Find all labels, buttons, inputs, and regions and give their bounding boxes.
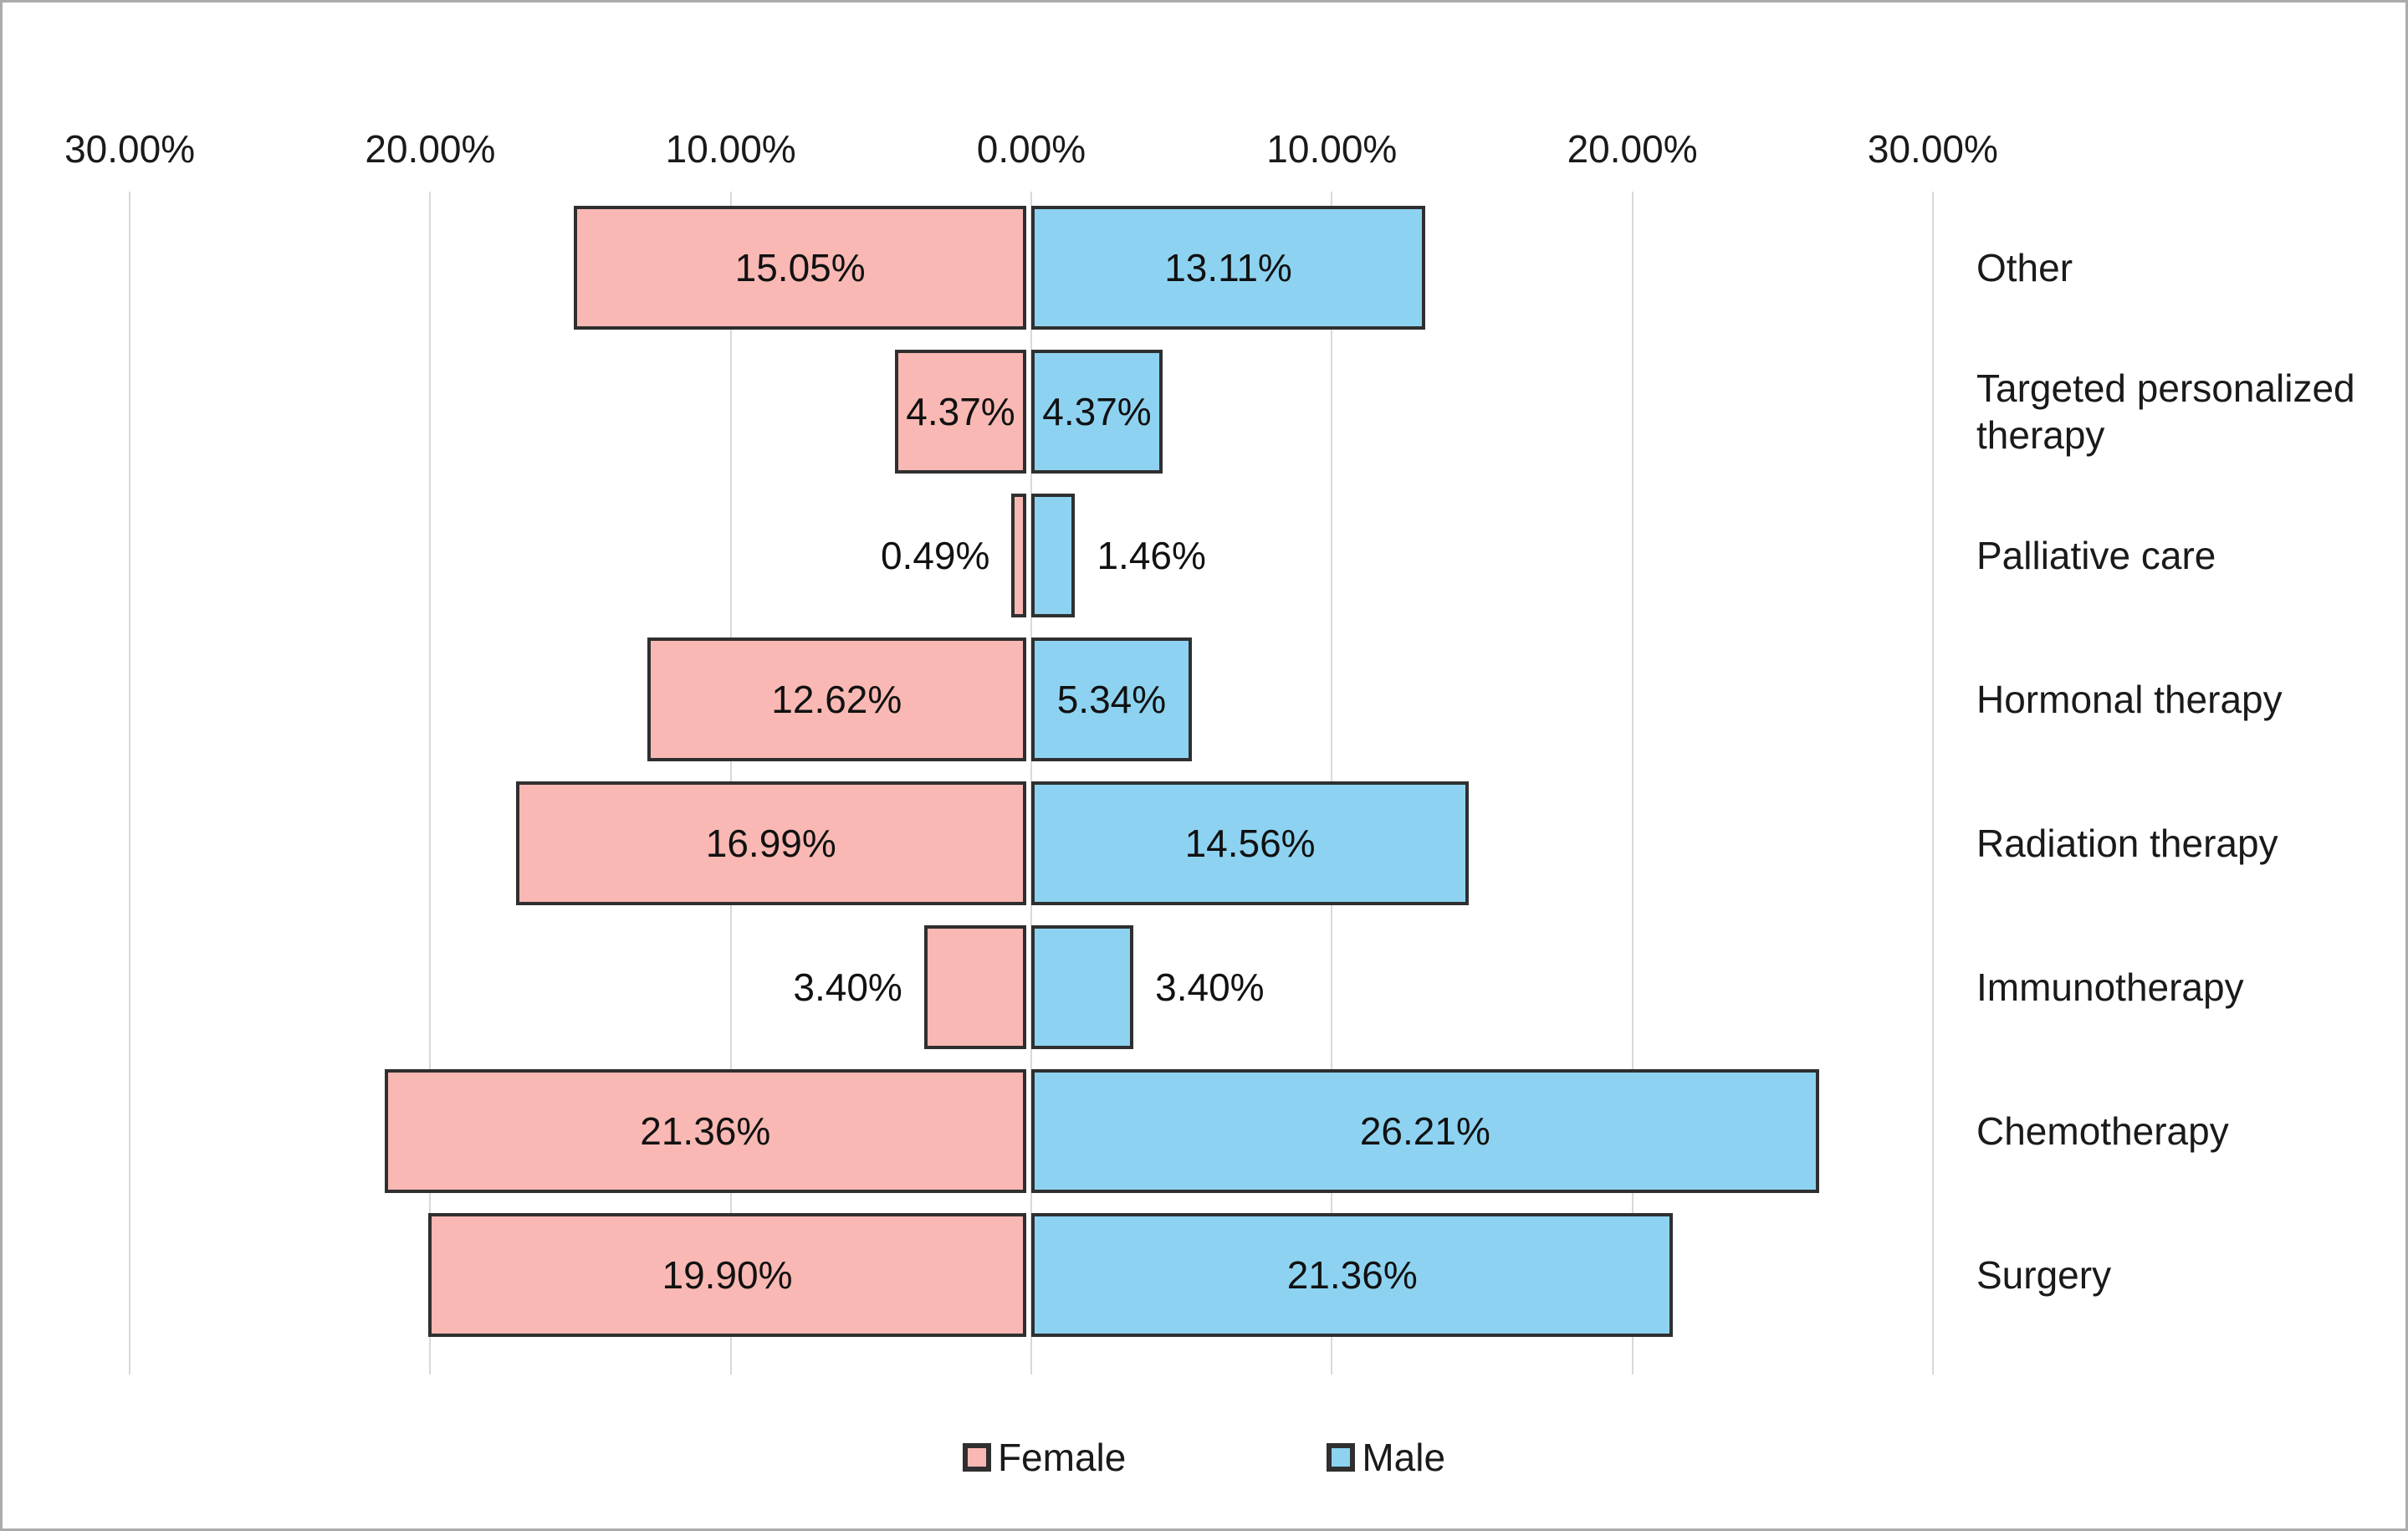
female-value-label: 4.37%: [906, 390, 1015, 433]
x-axis-tick-label: 30.00%: [1867, 127, 1998, 171]
x-axis-tick-label: 0.00%: [976, 127, 1086, 171]
male-bar: 14.56%: [1031, 781, 1470, 905]
category-label: Targeted personalized therapy: [1976, 366, 2355, 457]
legend-swatch-male-icon: [1327, 1443, 1356, 1472]
x-axis-tick-label: 20.00%: [365, 127, 496, 171]
female-bar: 21.36%: [384, 1069, 1026, 1193]
male-bar: [1031, 925, 1134, 1049]
category-label: Surgery: [1976, 1252, 2112, 1297]
male-bar: 4.37%: [1031, 350, 1163, 474]
female-bar: 16.99%: [515, 781, 1026, 905]
bar-row: 21.36% 26.21% Chemotherapy: [3, 1069, 2405, 1193]
female-bar: 12.62%: [647, 637, 1026, 761]
gridline: [1931, 192, 1934, 1375]
male-bar: 13.11%: [1031, 206, 1426, 330]
gridline: [129, 192, 131, 1375]
female-bar: [923, 925, 1026, 1049]
male-value-label: 14.56%: [1184, 822, 1316, 865]
x-axis-tick-label: 10.00%: [1266, 127, 1398, 171]
male-value-label: 21.36%: [1286, 1253, 1418, 1297]
category-label: Palliative care: [1976, 533, 2216, 577]
female-value-label: 3.40%: [793, 965, 902, 1009]
legend: Female Male: [3, 1435, 2405, 1480]
female-value-label: 21.36%: [640, 1109, 771, 1153]
bar-row: 0.49% 1.46% Palliative care: [3, 494, 2405, 617]
gridline: [429, 192, 432, 1375]
female-value-label: 12.62%: [771, 678, 902, 721]
category-label: Radiation therapy: [1976, 821, 2278, 865]
category-label: Immunotherapy: [1976, 965, 2244, 1009]
female-value-label: 19.90%: [662, 1253, 793, 1297]
female-bar: 4.37%: [895, 350, 1026, 474]
female-bar: 15.05%: [574, 206, 1026, 330]
male-value-label: 26.21%: [1359, 1109, 1490, 1153]
x-axis-tick-label: 20.00%: [1567, 127, 1698, 171]
female-value-label: 16.99%: [705, 822, 836, 865]
bar-row: 3.40% 3.40% Immunotherapy: [3, 925, 2405, 1049]
legend-label-female: Female: [997, 1436, 1127, 1479]
male-value-label: 4.37%: [1042, 390, 1152, 433]
male-bar: 21.36%: [1031, 1213, 1674, 1337]
male-value-label: 13.11%: [1164, 246, 1292, 289]
male-bar: [1031, 494, 1076, 617]
legend-item-female: Female: [962, 1435, 1127, 1480]
bar-row: 12.62% 5.34% Hormonal therapy: [3, 637, 2405, 761]
legend-swatch-female-icon: [962, 1443, 991, 1472]
female-bar: 19.90%: [428, 1213, 1026, 1337]
bar-row: 16.99% 14.56% Radiation therapy: [3, 781, 2405, 905]
bar-row: 4.37% 4.37% Targeted personalized therapy: [3, 350, 2405, 474]
male-value-label: 3.40%: [1155, 965, 1265, 1009]
male-value-label: 1.46%: [1097, 534, 1206, 577]
female-value-label: 15.05%: [734, 246, 866, 289]
female-bar: [1011, 494, 1026, 617]
bar-row: 15.05% 13.11% Other: [3, 206, 2405, 330]
category-label: Other: [1976, 245, 2073, 289]
x-axis-tick-label: 30.00%: [64, 127, 196, 171]
legend-item-male: Male: [1327, 1435, 1445, 1480]
bar-row: 19.90% 21.36% Surgery: [3, 1213, 2405, 1337]
male-bar: 26.21%: [1031, 1069, 1819, 1193]
category-label: Chemotherapy: [1976, 1109, 2229, 1153]
gridline: [1631, 192, 1633, 1375]
x-axis-tick-label: 10.00%: [665, 127, 796, 171]
male-bar: 5.34%: [1031, 637, 1192, 761]
legend-label-male: Male: [1362, 1436, 1446, 1479]
female-value-label: 0.49%: [880, 534, 990, 577]
male-value-label: 5.34%: [1056, 678, 1167, 721]
category-label: Hormonal therapy: [1976, 677, 2283, 721]
